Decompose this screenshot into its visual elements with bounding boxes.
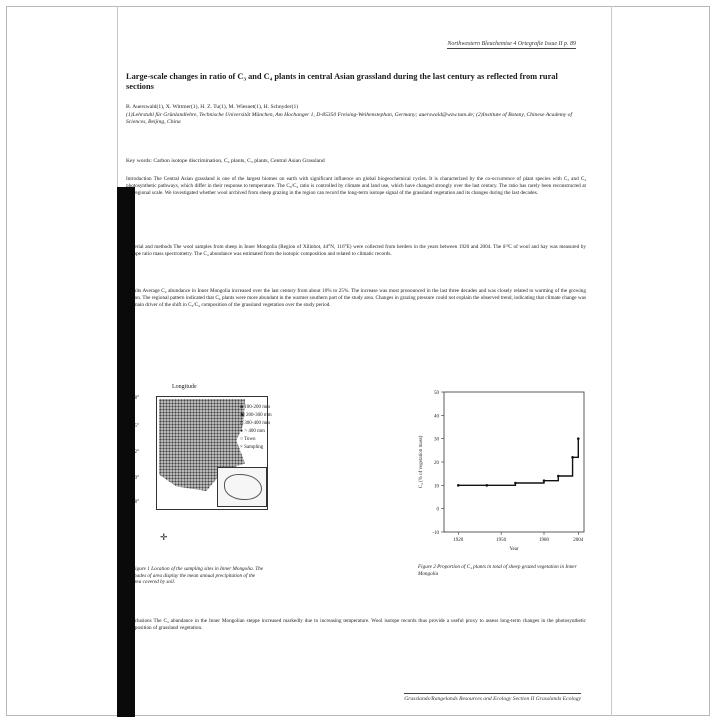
figure-2-caption: Figure 2 Proportion of C₄ plants in tota… xyxy=(418,564,577,577)
map-y-tick: 45° xyxy=(132,424,139,429)
x-tick-label: 1950 xyxy=(496,538,507,543)
map-y-tick: 42° xyxy=(132,450,139,455)
page-edge-right xyxy=(611,6,612,716)
chart-frame xyxy=(443,391,585,533)
page-footer: Grasslands/Rangelands Resources and Ecol… xyxy=(404,693,581,702)
figure-1-caption: Figure 1 Location of the sampling sites … xyxy=(132,566,264,585)
scan-edge-bar xyxy=(117,187,135,717)
y-tick-label: 50 xyxy=(434,391,440,396)
paragraph-results: Results Average C₄ abundance in Inner Mo… xyxy=(126,288,586,308)
y-tick-label: 0 xyxy=(437,508,440,513)
page-title: Large-scale changes in ratio of C₃ and C… xyxy=(126,72,558,91)
affiliations: (1)Lehrstuhl für Grünlandlehre, Technisc… xyxy=(126,111,573,126)
paragraph-introduction: Introduction The Central Asian grassland… xyxy=(126,176,586,196)
map-panel xyxy=(156,396,268,510)
keywords: Key words: Carbon isotope discrimination… xyxy=(126,158,325,164)
y-tick-label: 10 xyxy=(434,484,440,489)
y-tick-label: 40 xyxy=(434,414,440,419)
legend-entry: ■ 100-200 mm xyxy=(240,405,270,410)
legend-entry: ○ Town xyxy=(240,437,256,442)
data-point xyxy=(571,456,574,459)
north-arrow-icon: ✛ xyxy=(160,532,168,542)
x-tick-label: 1980 xyxy=(539,538,550,543)
map-y-tick: 38° xyxy=(132,500,139,505)
map-inset xyxy=(217,467,267,507)
x-tick-label: 1920 xyxy=(453,538,464,543)
paragraph-methods: Material and methods The wool samples fr… xyxy=(126,244,586,257)
map-legend: ■ 100-200 mm ▣ 200-300 mm □ 300-400 mm ●… xyxy=(240,404,272,452)
author-block: B. Auerswald(1), X. Wittmer(1), H. Z. Tu… xyxy=(126,104,586,127)
series-line xyxy=(458,438,579,487)
authors: B. Auerswald(1), X. Wittmer(1), H. Z. Tu… xyxy=(126,104,299,110)
map-y-tick: 40° xyxy=(132,476,139,481)
inset-outline xyxy=(224,474,262,500)
data-point xyxy=(514,481,517,485)
document-page: Northwestern Bleuchemise 4 Ortegrafie Is… xyxy=(118,6,611,716)
figure-2-chart: 50 40 30 20 10 0 -10 1920 1950 1980 2004 C₄ (% of v… xyxy=(419,391,585,552)
map-y-tick: 48° xyxy=(132,396,139,401)
paragraph-conclusions: Conclusions The C₄ abundance in the Inne… xyxy=(126,618,586,631)
y-tick-label: -10 xyxy=(432,531,439,536)
data-point xyxy=(576,437,580,440)
x-axis-label: Year xyxy=(509,547,519,552)
legend-entry: ▣ 200-300 mm xyxy=(240,413,272,418)
y-tick-label: 30 xyxy=(434,438,440,443)
running-head: Northwestern Bleuchemise 4 Ortegrafie Is… xyxy=(447,41,576,49)
x-tick-label: 2004 xyxy=(573,538,584,543)
figure-1-map: Longitude 48° 45° 42° 40° 38° ■ 100-200 … xyxy=(132,384,282,542)
data-point xyxy=(556,474,560,478)
y-tick-label: 20 xyxy=(434,461,440,466)
data-point xyxy=(456,484,460,487)
data-point xyxy=(542,479,546,482)
data-point xyxy=(485,484,489,487)
legend-entry: ● > 400 mm xyxy=(240,429,265,434)
y-axis-label: C₄ (% of vegetation mass) xyxy=(419,435,424,488)
legend-entry: □ 300-400 mm xyxy=(240,421,270,426)
legend-entry: × Sampling xyxy=(240,445,264,450)
map-axis-title: Longitude xyxy=(172,384,197,390)
